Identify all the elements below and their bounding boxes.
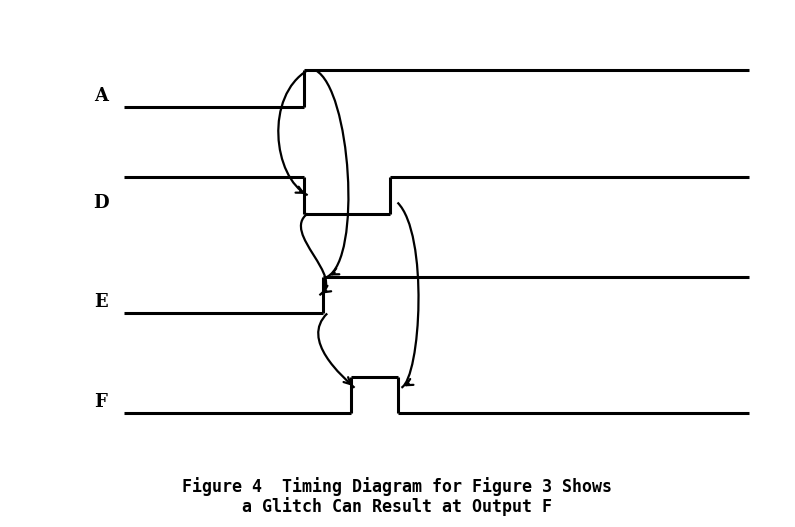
Text: D: D bbox=[93, 193, 108, 211]
Text: Figure 4  Timing Diagram for Figure 3 Shows: Figure 4 Timing Diagram for Figure 3 Sho… bbox=[183, 477, 612, 496]
Text: A: A bbox=[94, 87, 107, 105]
Text: E: E bbox=[94, 294, 107, 311]
Text: F: F bbox=[95, 394, 107, 412]
Text: a Glitch Can Result at Output F: a Glitch Can Result at Output F bbox=[242, 497, 553, 516]
